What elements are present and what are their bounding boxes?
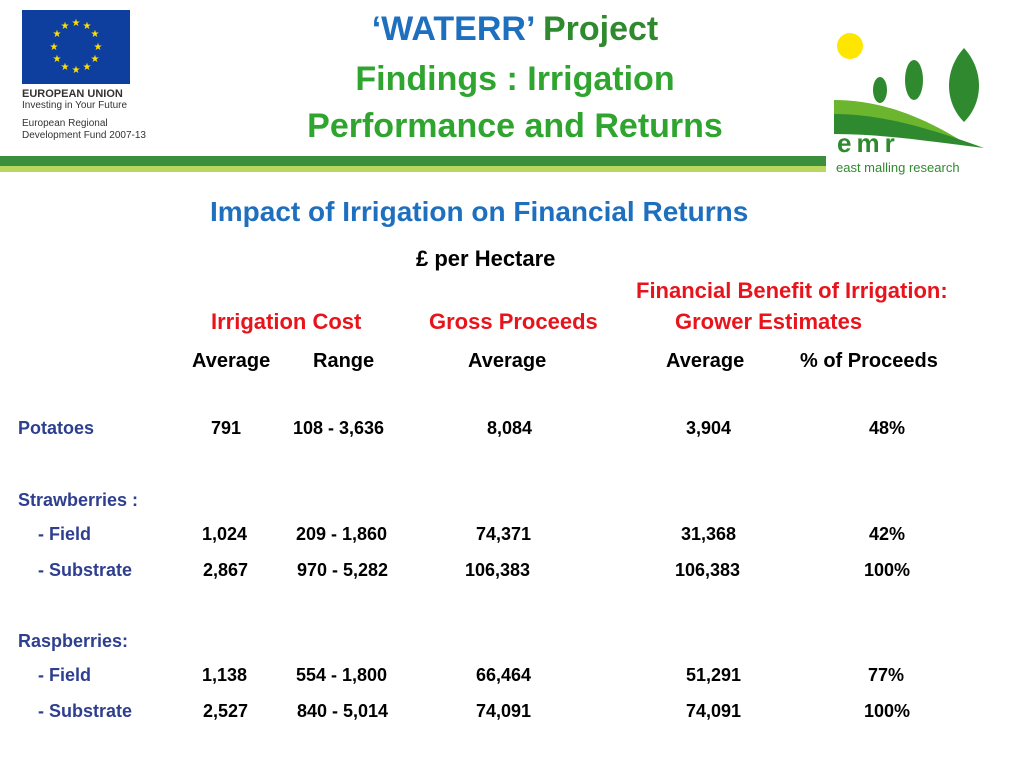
eu-tagline: Investing in Your Future: [22, 100, 128, 111]
header-gross-proceeds: Gross Proceeds: [429, 309, 598, 334]
svg-text:★: ★: [53, 29, 62, 40]
cell-cost-range: 554 - 1,800: [296, 665, 388, 685]
cell-proceeds-average: 66,464: [476, 665, 532, 685]
title-project-name: ‘WATERR’: [371, 10, 534, 48]
svg-text:★: ★: [94, 42, 103, 53]
header-bar-accent: [0, 166, 826, 172]
svg-text:★: ★: [61, 62, 70, 73]
svg-text:★: ★: [50, 42, 59, 53]
header-benefit-line2: Grower Estimates: [675, 309, 863, 334]
cell-benefit-average: 106,383: [675, 560, 741, 580]
svg-text:★: ★: [91, 29, 100, 40]
eu-fund-line2: Development Fund 2007-13: [22, 130, 146, 141]
svg-text:★: ★: [83, 21, 92, 32]
cell-proceeds-average: 8,084: [487, 418, 533, 438]
cell-benefit-pct: 42%: [869, 524, 906, 544]
svg-text:★: ★: [72, 65, 81, 76]
cell-benefit-pct: 48%: [869, 418, 906, 438]
cell-proceeds-average: 74,371: [476, 524, 532, 544]
row-label: - Substrate: [38, 701, 133, 721]
svg-text:★: ★: [91, 54, 100, 65]
row-label: - Field: [38, 524, 91, 544]
cell-cost-range: 108 - 3,636: [293, 418, 385, 438]
svg-text:★: ★: [53, 54, 62, 65]
eu-title: EUROPEAN UNION: [22, 88, 123, 100]
cell-cost-average: 791: [211, 418, 242, 438]
row-label: - Substrate: [38, 560, 133, 580]
header-irrigation-cost: Irrigation Cost: [211, 309, 362, 334]
cell-benefit-pct: 100%: [864, 701, 911, 721]
subheader-benefit-pct: % of Proceeds: [800, 350, 938, 372]
row-label: Potatoes: [18, 418, 95, 438]
group-label-strawberries: Strawberries :: [18, 490, 139, 510]
cell-benefit-average: 3,904: [686, 418, 732, 438]
cell-cost-average: 2,527: [203, 701, 249, 721]
row-label: - Field: [38, 665, 91, 685]
subheader-benefit-average: Average: [666, 350, 745, 372]
eu-logo: ★ ★ ★ ★ ★ ★ ★ ★ ★ ★ ★ ★ EUROPEAN UNION I…: [22, 10, 162, 142]
emr-logo-mark: emr: [837, 128, 900, 158]
header-benefit-line1: Financial Benefit of Irrigation:: [636, 278, 948, 303]
cell-benefit-pct: 100%: [864, 560, 911, 580]
cell-cost-average: 1,024: [202, 524, 248, 544]
cell-benefit-average: 74,091: [686, 701, 742, 721]
emr-logo-name: east malling research: [836, 160, 960, 175]
svg-text:★: ★: [61, 21, 70, 32]
svg-text:★: ★: [72, 18, 81, 29]
title-project-word: Project: [533, 10, 659, 48]
cell-cost-average: 1,138: [202, 665, 248, 685]
cell-cost-range: 970 - 5,282: [297, 560, 389, 580]
emr-logo-icon: [834, 33, 984, 148]
subheader-cost-average: Average: [192, 350, 271, 372]
group-label-raspberries: Raspberries:: [18, 631, 129, 651]
cell-cost-average: 2,867: [203, 560, 249, 580]
section-title: Impact of Irrigation on Financial Return…: [210, 196, 749, 227]
subheader-cost-range: Range: [313, 350, 375, 372]
subheader-proceeds-average: Average: [468, 350, 547, 372]
svg-text:★: ★: [83, 62, 92, 73]
cell-proceeds-average: 106,383: [465, 560, 531, 580]
eu-fund-line1: European Regional: [22, 118, 108, 129]
eu-flag-icon: ★ ★ ★ ★ ★ ★ ★ ★ ★ ★ ★ ★: [22, 10, 130, 84]
title-line-2: Findings : Irrigation: [355, 60, 675, 98]
cell-proceeds-average: 74,091: [476, 701, 532, 721]
cell-benefit-average: 51,291: [686, 665, 742, 685]
page-title: ‘WATERR’ Project: [250, 10, 780, 49]
cell-cost-range: 209 - 1,860: [296, 524, 388, 544]
header-bar: [0, 156, 826, 166]
unit-label: £ per Hectare: [416, 246, 556, 271]
cell-benefit-pct: 77%: [868, 665, 905, 685]
cell-benefit-average: 31,368: [681, 524, 737, 544]
cell-cost-range: 840 - 5,014: [297, 701, 389, 721]
title-line-3: Performance and Returns: [307, 107, 723, 145]
